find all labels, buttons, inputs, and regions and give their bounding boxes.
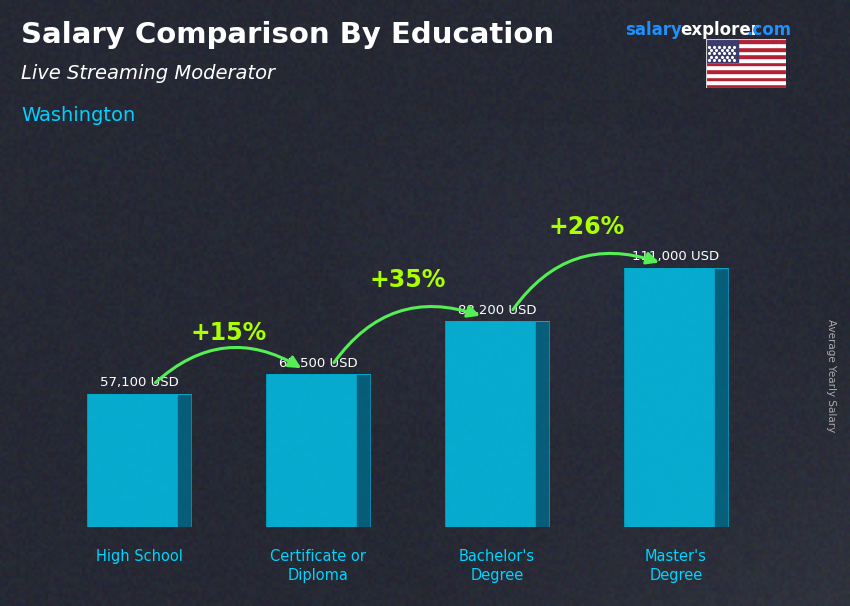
Bar — [706, 55, 786, 58]
Text: 111,000 USD: 111,000 USD — [632, 250, 720, 264]
Bar — [706, 58, 786, 62]
Polygon shape — [355, 375, 370, 527]
Polygon shape — [624, 268, 713, 527]
Text: +35%: +35% — [370, 268, 445, 292]
Bar — [706, 73, 786, 77]
Bar — [706, 62, 786, 65]
Polygon shape — [88, 394, 177, 527]
Polygon shape — [713, 268, 728, 527]
Bar — [706, 50, 786, 55]
Text: Live Streaming Moderator: Live Streaming Moderator — [21, 64, 275, 82]
Bar — [706, 39, 738, 62]
Text: Average Yearly Salary: Average Yearly Salary — [826, 319, 836, 432]
Text: +15%: +15% — [190, 321, 267, 345]
Bar — [706, 65, 786, 69]
Polygon shape — [535, 321, 549, 527]
Text: Master's
Degree: Master's Degree — [645, 549, 707, 583]
Polygon shape — [445, 321, 535, 527]
Text: +26%: +26% — [548, 215, 625, 239]
Text: Salary Comparison By Education: Salary Comparison By Education — [21, 21, 554, 49]
Text: Washington: Washington — [21, 106, 135, 125]
Text: salary: salary — [625, 21, 682, 39]
Text: 88,200 USD: 88,200 USD — [458, 304, 536, 316]
Text: 65,500 USD: 65,500 USD — [279, 356, 357, 370]
Bar — [706, 39, 786, 43]
Text: 57,100 USD: 57,100 USD — [99, 376, 178, 389]
Bar — [706, 43, 786, 47]
Bar — [706, 77, 786, 81]
Bar — [706, 81, 786, 84]
Bar — [706, 69, 786, 73]
Bar — [706, 47, 786, 50]
Text: Bachelor's
Degree: Bachelor's Degree — [459, 549, 536, 583]
Text: High School: High School — [96, 549, 183, 564]
Polygon shape — [177, 394, 191, 527]
Text: explorer: explorer — [680, 21, 759, 39]
Text: .com: .com — [746, 21, 791, 39]
Polygon shape — [266, 375, 355, 527]
Bar — [706, 84, 786, 88]
Text: Certificate or
Diploma: Certificate or Diploma — [270, 549, 366, 583]
